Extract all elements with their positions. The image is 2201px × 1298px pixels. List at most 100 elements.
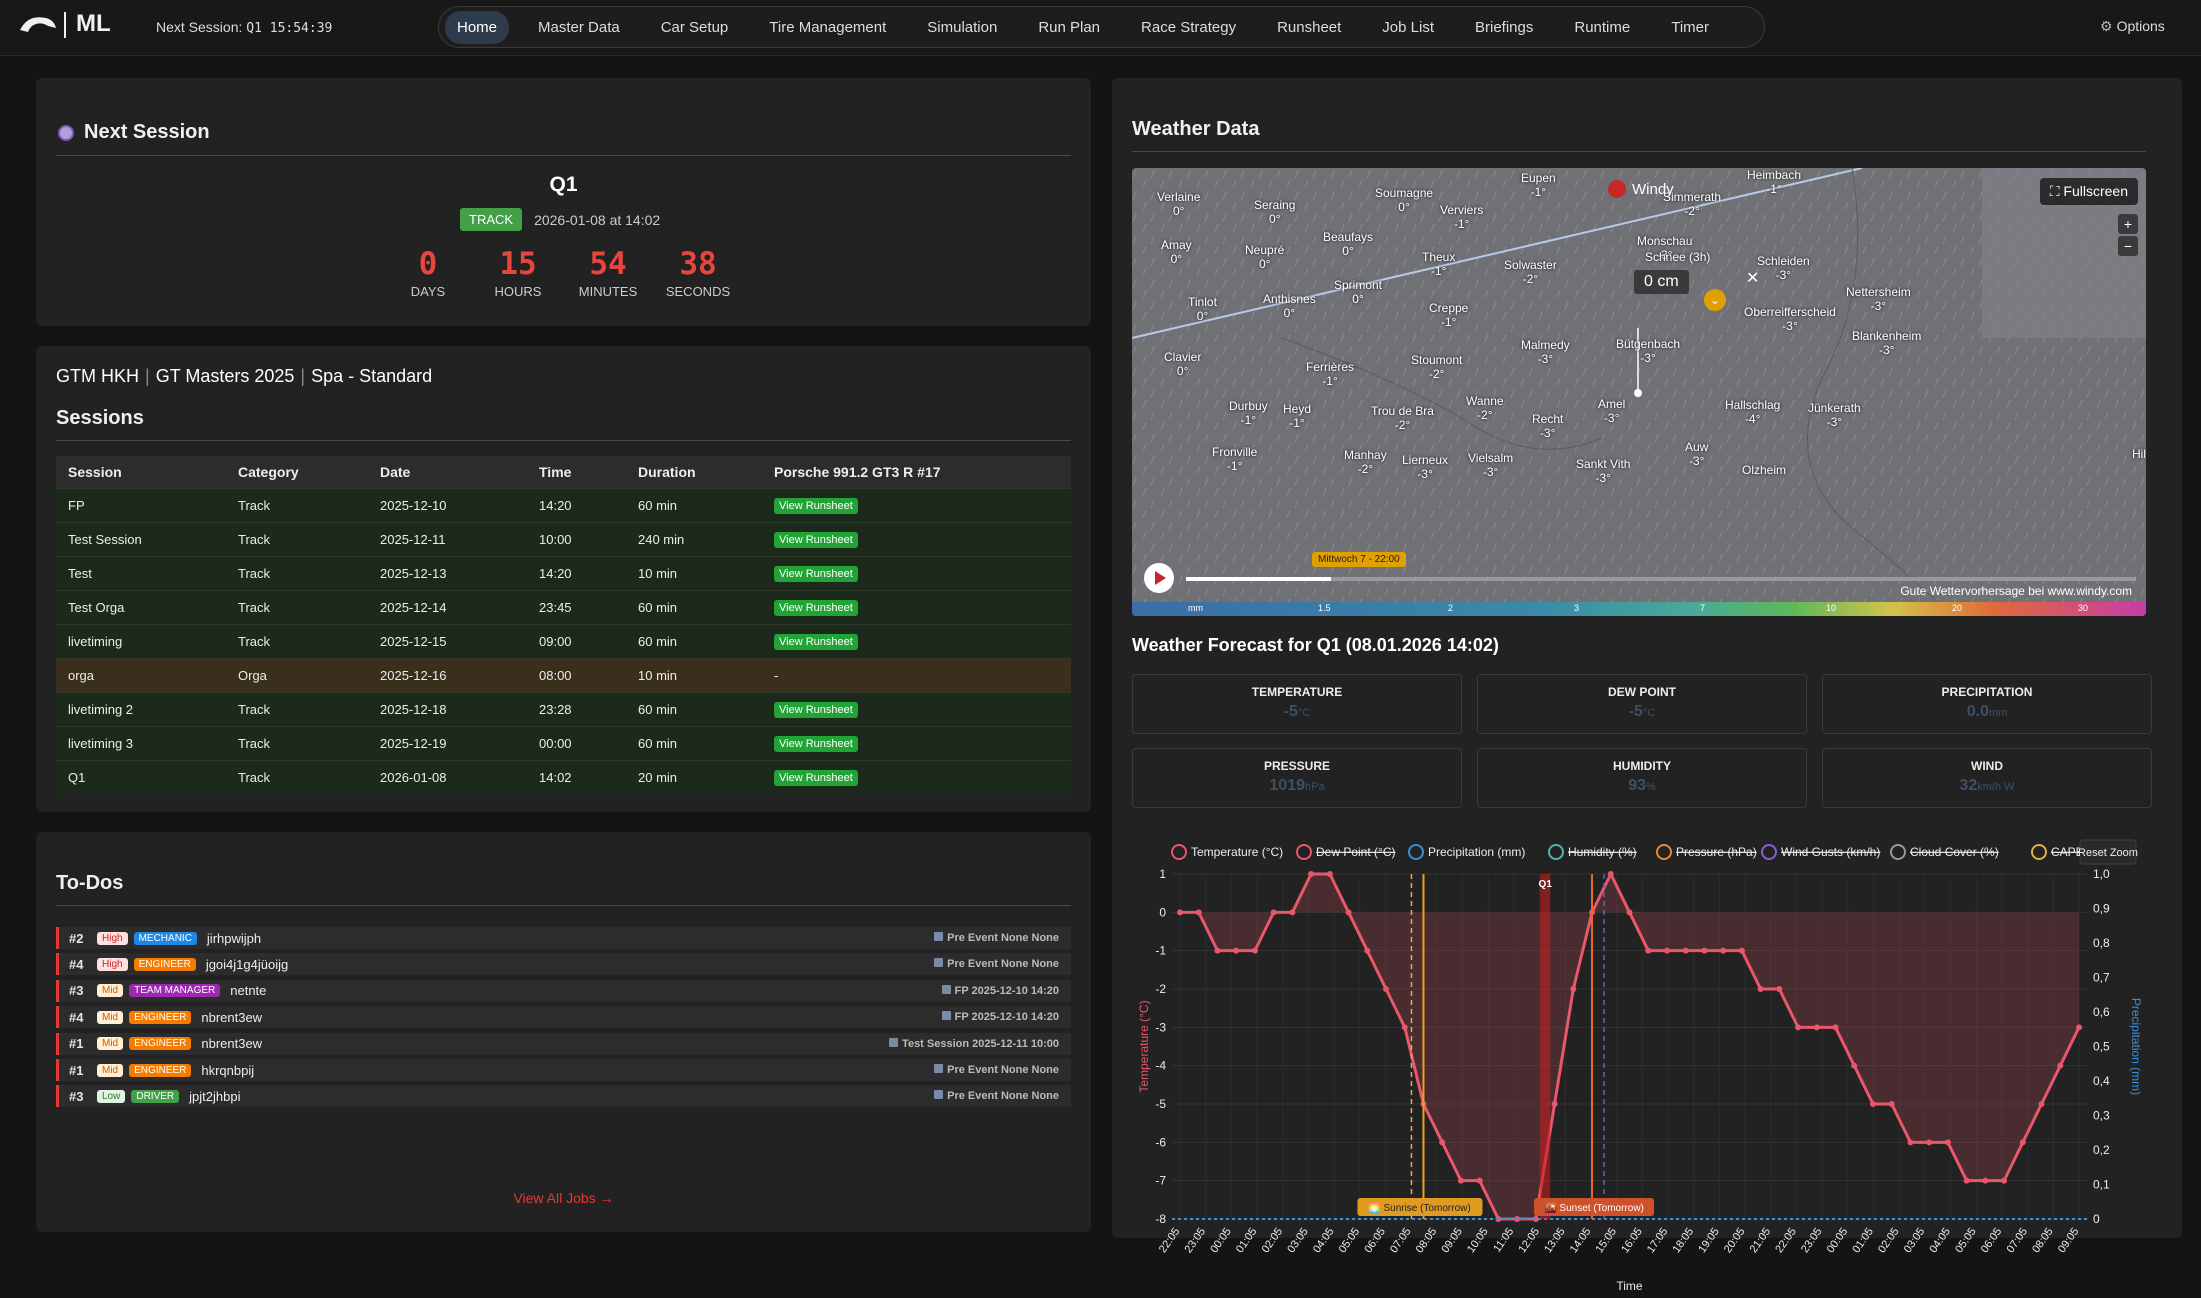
todo-item[interactable]: #3 Low DRIVER jpjt2jhbpi Pre Event None None [56, 1085, 1071, 1108]
place-name: Sprimont [1334, 278, 1383, 292]
nav-run-plan[interactable]: Run Plan [1038, 18, 1101, 36]
todo-item[interactable]: #2 High MECHANIC jirhpwijph Pre Event None N… [56, 927, 1071, 949]
temperature-point [1963, 1177, 1970, 1184]
nav-home[interactable]: Home [445, 10, 510, 44]
priority-badge: Mid [97, 984, 124, 998]
nav-master-data[interactable]: Master Data [538, 18, 620, 36]
next-session-indicator: Next Session: Q1 15:54:39 [156, 19, 332, 36]
table-row[interactable]: Test Orga Track 2025-12-14 23:45 60 min View … [56, 589, 1071, 624]
nav-simulation[interactable]: Simulation [927, 18, 998, 36]
fullscreen-button[interactable]: ⛶ Fullscreen [2039, 178, 2138, 205]
reset-zoom-button[interactable] [2079, 839, 2137, 865]
close-icon[interactable]: ✕ [1746, 270, 1760, 287]
timeline-slider[interactable] [1186, 577, 2136, 581]
legend-entry[interactable]: Precipitation (mm) [1428, 845, 1525, 859]
table-row[interactable]: livetiming 2 Track 2025-12-18 23:28 60 min Vi… [56, 691, 1071, 726]
zoom-in-button[interactable]: + [2118, 214, 2138, 234]
temperature-point [1851, 1062, 1858, 1069]
table-row[interactable]: Test Session Track 2025-12-11 10:00 240 min V… [56, 521, 1071, 556]
nav-runsheet[interactable]: Runsheet [1277, 18, 1342, 36]
options-button[interactable]: ⚙ Options [2100, 18, 2165, 35]
legend-entry[interactable]: Humidity (%) [1568, 845, 1637, 859]
view-runsheet-button[interactable]: View Runsheet [774, 633, 858, 650]
todo-item[interactable]: #4 Mid ENGINEER nbrent3ew FP 2025-12-10 14:2… [56, 1006, 1071, 1029]
table-row[interactable]: livetiming Track 2025-12-15 09:00 60 min View… [56, 623, 1071, 658]
view-runsheet-button[interactable]: View Runsheet [774, 769, 858, 786]
cell-session: Test Orga [56, 589, 226, 624]
metric-label: DEW POINT [1608, 685, 1676, 699]
todo-item[interactable]: #1 Mid ENGINEER nbrent3ew Test Session 2025-… [56, 1032, 1071, 1055]
nav-runtime[interactable]: Runtime [1574, 18, 1631, 36]
windy-brand[interactable]: Windy [1608, 180, 1674, 198]
place-temp: -3° [1417, 467, 1433, 481]
temperature-point [1832, 1024, 1839, 1031]
view-runsheet-button[interactable]: View Runsheet [774, 565, 858, 582]
table-row[interactable]: Test Track 2025-12-13 14:20 10 min View Runsh… [56, 555, 1071, 590]
legend-entry[interactable]: Cloud Cover (%) [1910, 845, 1999, 859]
y2-tick-label: 0,1 [2093, 1178, 2110, 1192]
countdown-hours: 15 HOURS [473, 246, 563, 299]
play-button[interactable] [1144, 563, 1174, 593]
nav-car-setup[interactable]: Car Setup [660, 18, 729, 36]
forecast-chart[interactable]: 1 0 -1 -2 -3 -4 -5 -6 -7 -8 1,0 0,9 0,8 0,7 0,6 0,5 0,4 0… [1132, 838, 2146, 1298]
map-credit[interactable]: Gute Wettervorhersage bei www.windy.com [1900, 584, 2132, 598]
table-row[interactable]: FP Track 2025-12-10 14:20 60 min View Runshee… [56, 487, 1071, 522]
zoom-out-button[interactable]: − [2118, 236, 2138, 256]
nav-briefings[interactable]: Briefings [1475, 18, 1534, 36]
place-temp: -3° [1878, 343, 1895, 357]
nav-tire-management[interactable]: Tire Management [769, 18, 887, 36]
nav-timer[interactable]: Timer [1671, 18, 1709, 36]
chevron-down-icon[interactable]: ⌄ [1704, 289, 1726, 311]
nav-job-list[interactable]: Job List [1382, 18, 1434, 36]
x-tick-label: 07:05 [1388, 1226, 1414, 1255]
cell-date: 2025-12-18 [368, 691, 527, 726]
map-place: Olzheim [1742, 463, 1786, 477]
todo-context: FP 2025-12-10 14:20 [941, 984, 1059, 997]
temperature-point [1982, 1177, 1989, 1184]
legend-entry[interactable]: Dew Point (°C) [1316, 845, 1395, 859]
table-row[interactable]: orga Orga 2025-12-16 08:00 10 min - [56, 657, 1071, 692]
table-row[interactable]: livetiming 3 Track 2025-12-19 00:00 60 min Vi… [56, 725, 1071, 760]
view-runsheet-button[interactable]: View Runsheet [774, 735, 858, 752]
legend-entry[interactable]: Pressure (hPa) [1676, 845, 1757, 859]
place-name: Heimbach [1747, 168, 1802, 182]
map-place: Trou de Bra -2° [1371, 404, 1434, 432]
cell-category: Track [226, 487, 368, 522]
cell-date: 2025-12-19 [368, 725, 527, 760]
calendar-icon [941, 984, 951, 994]
x-tick-label: 04:05 [1927, 1226, 1953, 1255]
cell-action: View Runsheet [762, 691, 1071, 726]
view-runsheet-button[interactable]: View Runsheet [774, 531, 858, 548]
table-row[interactable]: Q1 Track 2026-01-08 14:02 20 min View Runshee… [56, 759, 1071, 794]
view-runsheet-button[interactable]: View Runsheet [774, 701, 858, 718]
map-place: Hallschlag -4° [1725, 398, 1780, 426]
cell-session: FP [56, 487, 226, 522]
weather-map[interactable]: Verlaine 0° Seraing 0° Soumagne 0° Verviers -1°… [1132, 168, 2146, 616]
app-logo[interactable] [18, 8, 113, 42]
todo-item[interactable]: #3 Mid TEAM MANAGER netnte FP 2025-12-10 14:… [56, 979, 1071, 1002]
todo-item[interactable]: #4 High ENGINEER jgoi4j1g4jüoijg Pre Event N… [56, 953, 1071, 976]
legend-swatch [1171, 844, 1187, 860]
cell-date: 2025-12-13 [368, 555, 527, 590]
legend-entry[interactable]: Wind Gusts (km/h) [1781, 845, 1880, 859]
map-place: Neupré 0° [1245, 243, 1284, 271]
metric-value: 93% [1628, 777, 1656, 794]
view-all-jobs-link[interactable]: View All Jobs → [513, 1190, 614, 1206]
breadcrumb-event[interactable]: Spa - Standard [311, 366, 433, 386]
breadcrumb-team[interactable]: GTM HKH [56, 366, 139, 386]
view-runsheet-button[interactable]: View Runsheet [774, 599, 858, 616]
legend-unit: mm [1188, 603, 1203, 613]
priority-badge: Mid [97, 1063, 124, 1077]
breadcrumb-series[interactable]: GT Masters 2025 [155, 366, 295, 386]
todo-item[interactable]: #1 Mid ENGINEER hkrqnbpij Pre Event None Non… [56, 1059, 1071, 1081]
x-tick-label: 09:05 [1439, 1226, 1465, 1255]
place-name: Amel [1598, 397, 1626, 411]
place-temp: -3° [1775, 268, 1792, 282]
map-place: Blankenheim -3° [1852, 329, 1921, 357]
nav-race-strategy[interactable]: Race Strategy [1141, 18, 1237, 36]
x-tick-label: 08:05 [2030, 1226, 2056, 1255]
map-place: Theux -1° [1422, 250, 1455, 278]
y-tick-label: 1 [1159, 867, 1166, 881]
legend-entry[interactable]: Temperature (°C) [1191, 845, 1283, 859]
view-runsheet-button[interactable]: View Runsheet [774, 497, 858, 514]
